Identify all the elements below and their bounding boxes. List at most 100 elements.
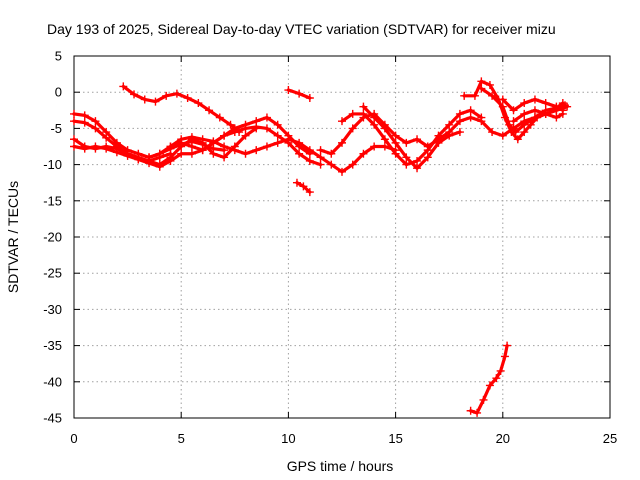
data-point (466, 406, 475, 415)
data-point (316, 153, 325, 162)
data-point (338, 138, 346, 147)
series-trace (469, 344, 509, 415)
data-point (119, 82, 128, 91)
data-point (391, 131, 400, 140)
data-point (380, 135, 389, 144)
data-point (327, 149, 336, 158)
data-point (505, 120, 514, 129)
data-point (295, 149, 304, 158)
data-point (488, 128, 497, 137)
data-point (380, 142, 389, 151)
data-point (434, 138, 443, 147)
data-point (198, 140, 207, 149)
data-point (520, 109, 529, 118)
data-point (370, 142, 379, 151)
data-point (492, 374, 501, 383)
data-point (470, 91, 479, 100)
series-arc-b (70, 117, 175, 165)
data-point (391, 149, 400, 158)
data-point (445, 120, 454, 129)
data-point (338, 167, 346, 176)
y-tick-label: -5 (50, 121, 62, 136)
series-arc-l (359, 102, 464, 173)
data-point (402, 138, 411, 147)
data-point (209, 137, 218, 146)
data-point (455, 128, 464, 137)
data-point (130, 90, 139, 99)
data-point (70, 135, 78, 144)
data-point (477, 77, 486, 86)
x-tick-label: 10 (281, 431, 295, 446)
y-tick-label: 5 (55, 49, 62, 64)
data-point (102, 144, 111, 153)
data-point (370, 113, 379, 122)
data-point (509, 106, 518, 115)
data-point (305, 156, 314, 165)
data-point (520, 99, 529, 108)
data-point (413, 135, 422, 144)
data-point (134, 155, 143, 164)
data-point (500, 352, 509, 361)
data-point (530, 113, 539, 122)
series-arc-o (498, 95, 567, 115)
data-point (370, 120, 379, 129)
data-point (80, 111, 89, 120)
data-point (166, 156, 175, 165)
data-point (177, 140, 186, 149)
y-tick-label: -10 (43, 157, 62, 172)
y-tick-label: -30 (43, 302, 62, 317)
data-point (479, 395, 488, 404)
data-point (183, 93, 192, 102)
data-point (503, 341, 512, 350)
data-point (498, 131, 507, 140)
data-point (235, 128, 244, 137)
y-tick-label: -25 (43, 266, 62, 281)
data-point (338, 117, 346, 126)
data-point (155, 162, 164, 171)
data-point (423, 153, 432, 162)
data-point (316, 160, 325, 169)
data-point (252, 122, 261, 131)
data-point (123, 151, 132, 160)
series-arc-p (509, 106, 567, 126)
data-point (466, 113, 475, 122)
data-point (348, 124, 357, 133)
series-arc-i (292, 178, 314, 197)
data-point (226, 120, 235, 129)
data-point (155, 149, 164, 158)
data-point (413, 164, 422, 173)
data-point (162, 91, 171, 100)
x-tick-label: 15 (388, 431, 402, 446)
x-tick-label: 20 (496, 431, 510, 446)
series-layer (70, 77, 572, 417)
data-point (455, 109, 464, 118)
series-arc-f (145, 137, 229, 162)
y-tick-label: -20 (43, 230, 62, 245)
x-axis: 0 5 10 15 20 25 (70, 56, 617, 446)
data-point (305, 188, 314, 197)
data-point (262, 113, 271, 122)
data-point (241, 124, 250, 133)
data-point (220, 131, 229, 140)
series-arc-g (119, 82, 244, 137)
data-point (241, 131, 250, 140)
x-tick-label: 25 (603, 431, 617, 446)
data-point (215, 113, 224, 122)
data-point (520, 128, 529, 137)
y-tick-label: -15 (43, 193, 62, 208)
data-point (172, 89, 181, 98)
data-point (220, 153, 229, 162)
data-point (220, 146, 229, 155)
data-point (194, 99, 203, 108)
data-point (558, 99, 567, 108)
data-point (485, 381, 494, 390)
series-arc-e (166, 133, 400, 176)
data-point (295, 89, 304, 98)
data-point (91, 142, 100, 151)
data-point (380, 124, 389, 133)
data-point (205, 106, 214, 115)
data-point (359, 102, 368, 111)
y-tick-label: -35 (43, 338, 62, 353)
data-point (530, 106, 539, 115)
